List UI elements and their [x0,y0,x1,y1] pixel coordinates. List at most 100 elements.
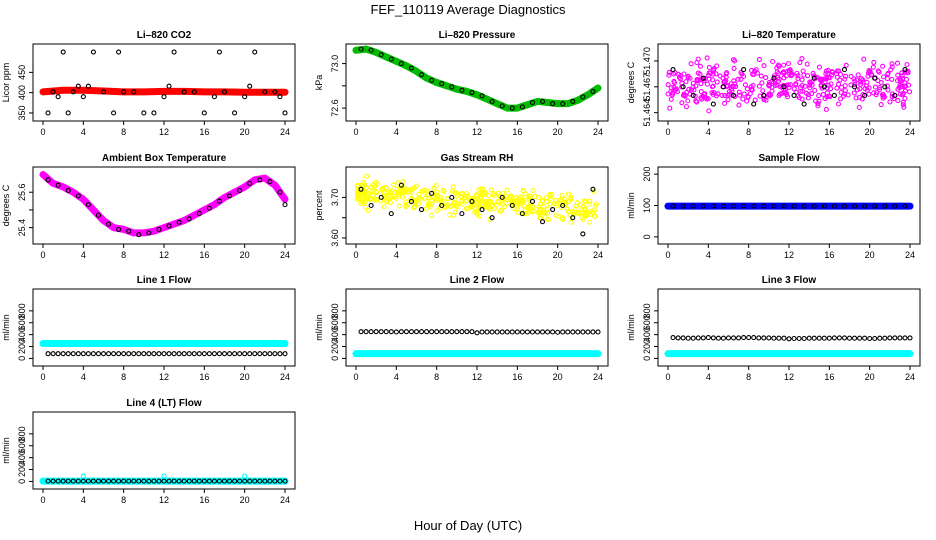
data-point [771,335,777,341]
minute-point [770,58,776,65]
minute-point [671,80,678,86]
y-axis-label: ml/min [1,314,11,341]
data-point [282,202,288,208]
y-tick-label: 3.60 [330,229,340,247]
minute-point [365,195,371,201]
minute-point [805,73,811,79]
minute-point [495,190,501,196]
data-point [181,351,187,357]
data-point [211,351,217,357]
minute-point [705,96,711,102]
data-point [494,329,500,335]
minute-point [517,201,523,207]
minute-point [823,106,829,113]
minute-point [593,201,599,207]
data-point [690,203,696,209]
data-point [95,478,102,484]
minute-point [817,76,823,82]
minute-point [365,207,371,213]
data-point [590,88,596,94]
minute-point [677,76,683,82]
x-tick-label: 16 [199,372,209,382]
data-point [761,92,767,98]
minute-point [463,198,469,204]
minute-point [731,65,737,71]
panel-title: Li–820 Pressure [439,30,516,41]
minute-point [705,72,712,78]
data-point [509,202,515,209]
data-point [201,478,207,484]
panel-title: Ambient Box Temperature [102,153,227,164]
minute-point [880,95,886,101]
x-tick-label: 24 [593,250,603,260]
data-point [841,67,848,73]
y-tick-label: 51.470 [642,47,652,75]
x-tick-label: 4 [394,127,399,137]
data-point [201,351,207,357]
panel-title: Line 2 Flow [450,275,505,286]
y-tick-label: 51.464 [642,99,652,127]
minute-point [816,64,822,70]
minute-point [686,86,692,92]
data-point [216,198,223,204]
minute-point [815,103,821,109]
x-tick-label: 8 [121,495,126,505]
data-point [862,335,868,341]
minute-point [428,212,435,218]
minute-point [835,101,842,107]
data-point [519,104,525,110]
minute-point [706,108,712,114]
minute-point [396,203,402,209]
data-point [378,52,384,58]
minute-point [834,68,840,74]
data-point [388,56,394,62]
data-point [85,351,91,357]
x-tick-label: 20 [553,372,563,382]
minute-point [709,90,715,96]
minute-point [668,96,674,102]
data-point [262,478,268,484]
panel-title: Line 4 (LT) Flow [126,398,202,409]
x-tick-label: 0 [40,372,45,382]
minute-point [586,219,592,225]
minute-point [450,184,456,190]
minute-point [389,188,395,194]
minute-point [900,102,906,108]
minute-point [785,82,791,88]
data-point [368,329,374,335]
data-point [247,180,253,186]
x-tick-label: 4 [81,127,86,137]
minute-point [433,183,439,189]
x-tick-label: 12 [159,127,169,137]
minute-point [355,192,361,199]
data-point [565,329,571,335]
data-point [277,351,283,357]
x-tick-label: 20 [865,372,875,382]
minute-point [469,204,475,210]
y-tick-label: 400 [17,327,27,342]
minute-point [454,193,460,199]
minute-point [788,73,794,79]
data-point [907,335,913,341]
data-point [65,478,71,484]
data-point [181,89,187,95]
data-point [811,75,817,81]
y-tick-label: 3.70 [330,189,340,207]
data-point [781,84,787,90]
minute-point [842,76,848,82]
minute-point [796,94,802,101]
data-point [85,478,91,484]
x-tick-label: 12 [472,127,482,137]
minute-point [429,201,435,207]
data-point [459,87,465,93]
hourly-average-points [358,329,601,336]
chart-panel-5: Gas Stream RH percent 3.60 3.70 0 4 8 12 16 20 24 [314,153,609,260]
minute-point [709,77,716,83]
minute-point [485,192,491,199]
minute-point [679,100,685,106]
x-tick-label: 0 [353,250,358,260]
minute-point [540,198,546,204]
x-tick-label: 24 [280,127,290,137]
data-point [529,329,536,335]
